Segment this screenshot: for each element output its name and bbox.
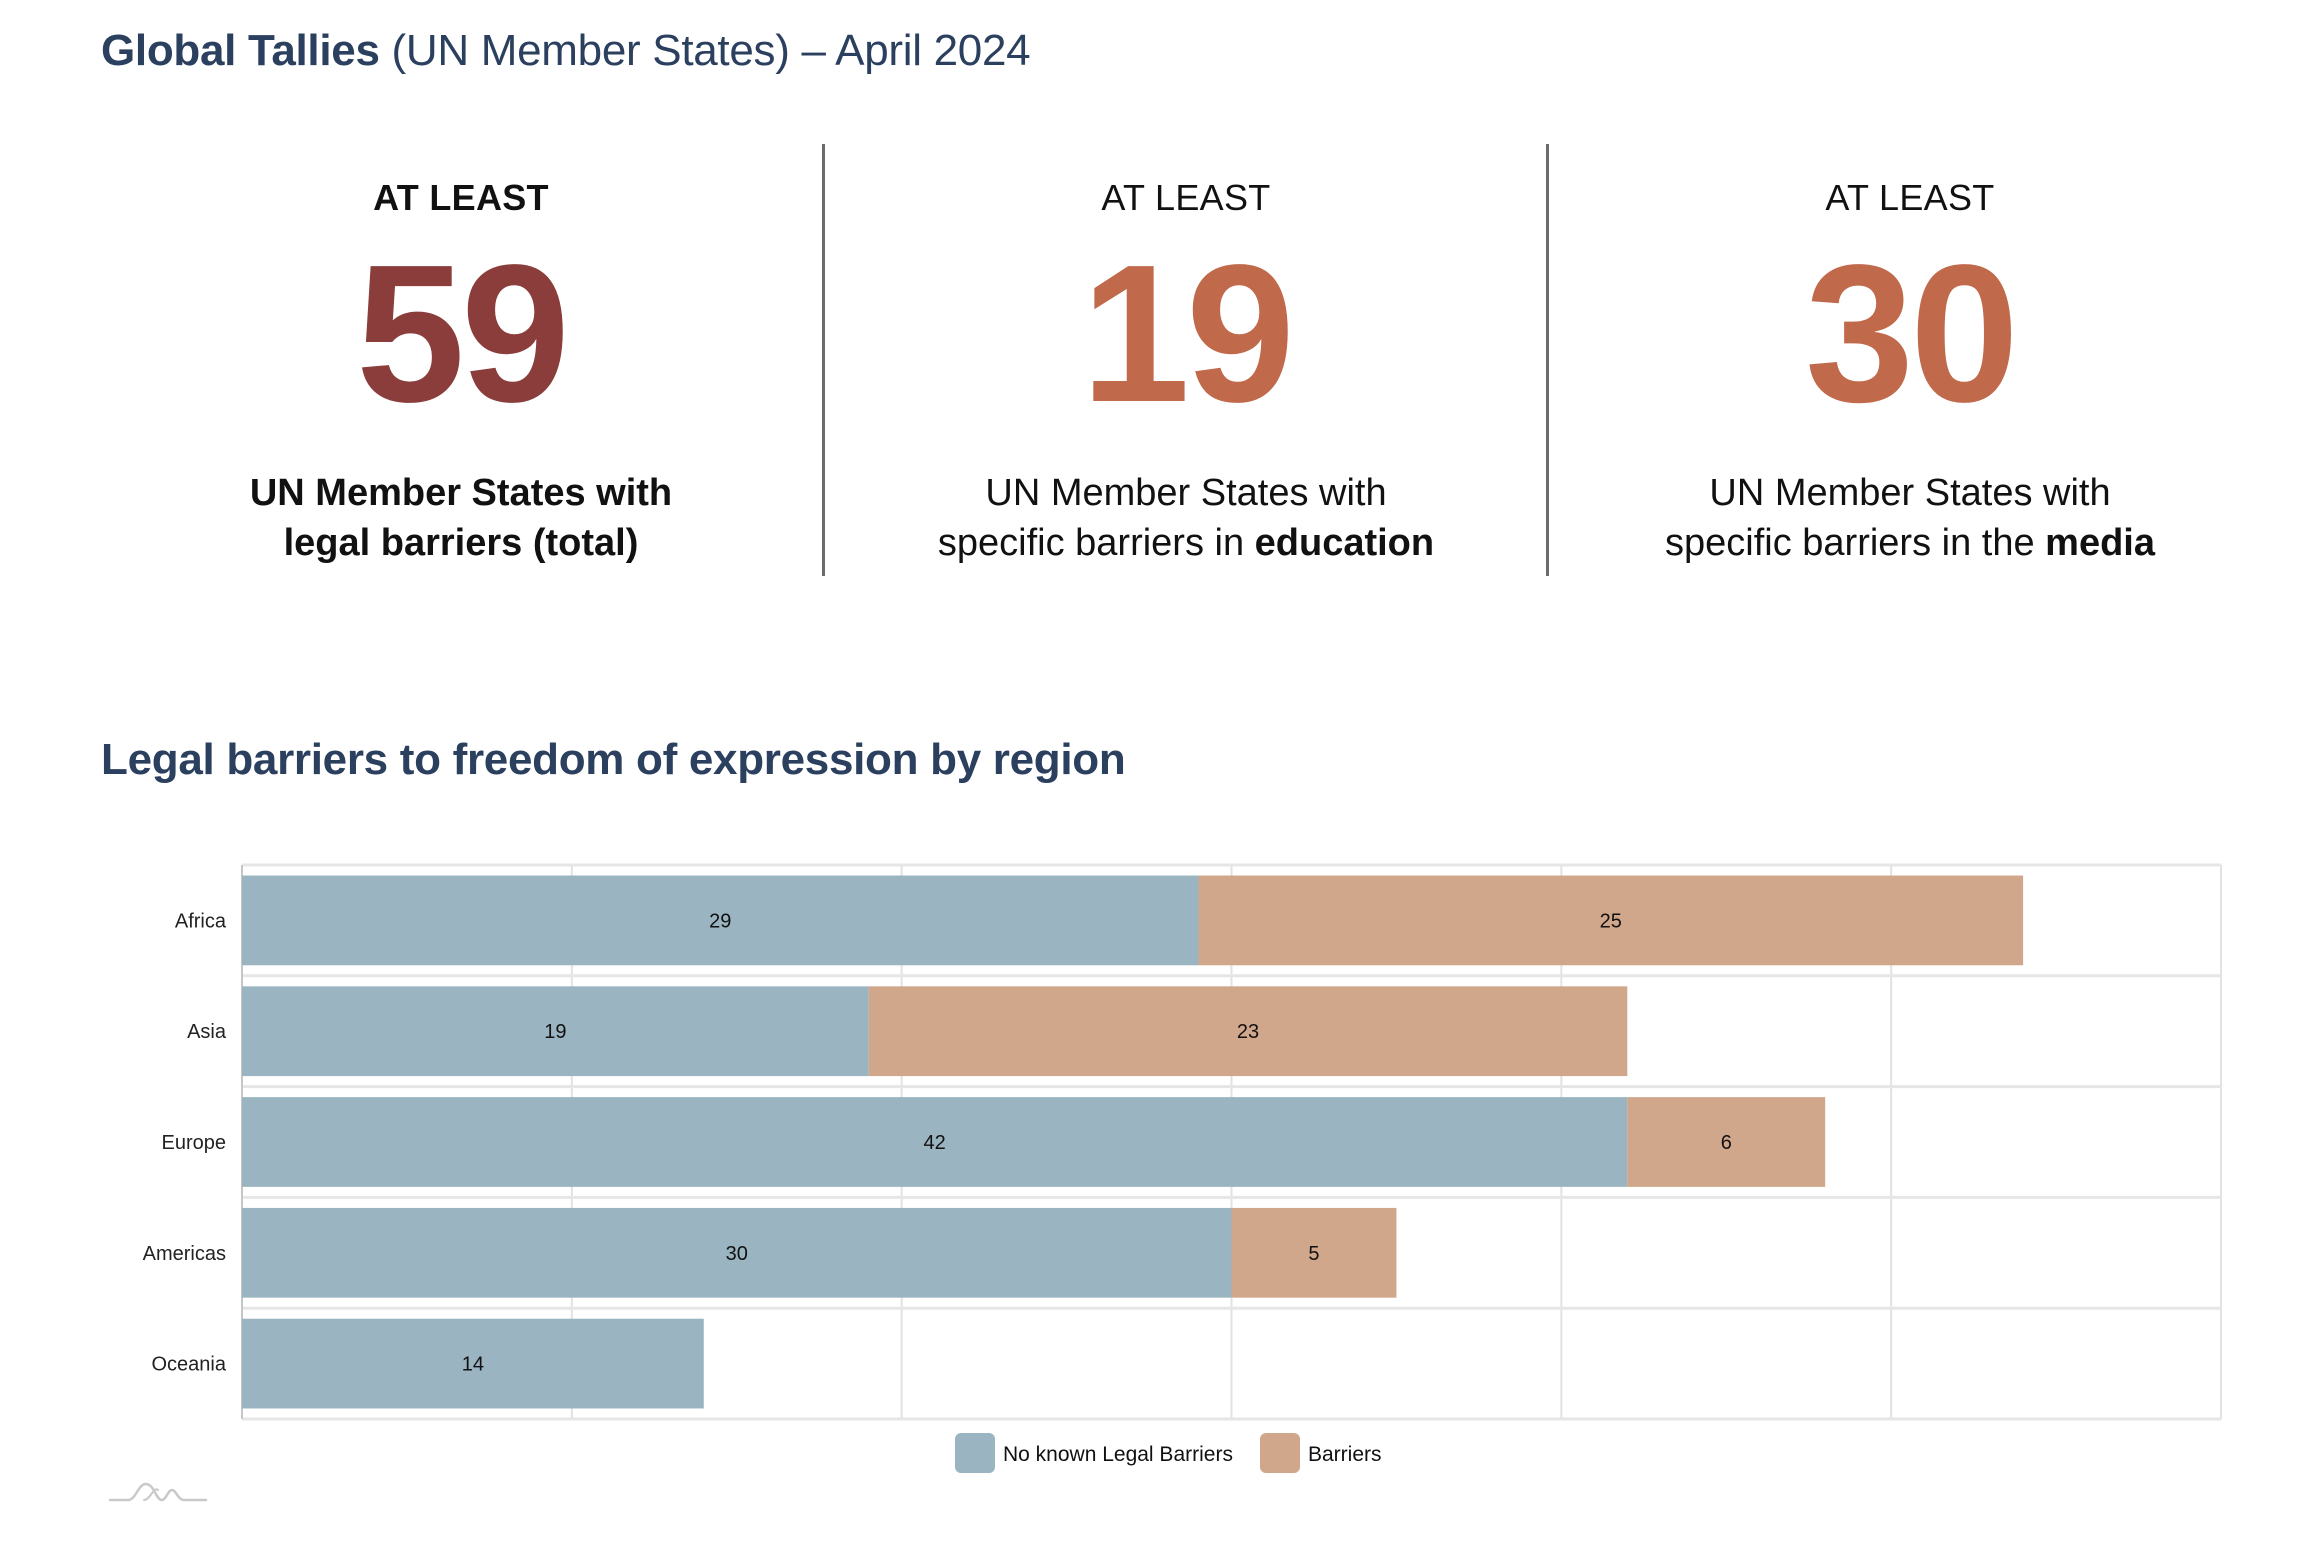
page-title-rest: (UN Member States) – April 2024	[379, 26, 1031, 75]
stat-panel-education: AT LEAST 19 UN Member States with specif…	[836, 160, 1536, 568]
legend-item[interactable]: Barriers	[1260, 1433, 1382, 1473]
stat-desc-line1: UN Member States with	[1709, 472, 2111, 514]
category-label: Africa	[175, 910, 227, 932]
stat-desc-line2-text: legal barriers (total)	[283, 522, 639, 564]
bar-value-label: 42	[924, 1132, 946, 1154]
bar-value-label: 25	[1600, 910, 1622, 932]
bar-value-label: 6	[1721, 1132, 1732, 1154]
legend-swatch	[1260, 1433, 1300, 1473]
bar-americas-barriers	[1231, 1207, 1397, 1298]
legend-item[interactable]: No known Legal Barriers	[955, 1433, 1233, 1473]
chart-gridlines	[241, 863, 2222, 1421]
legend-label: No known Legal Barriers	[1003, 1443, 1233, 1466]
category-label: Europe	[162, 1132, 227, 1154]
stat-divider	[822, 144, 825, 576]
bar-africa-no-barriers	[242, 875, 1199, 966]
stat-description: UN Member States with legal barriers (to…	[111, 468, 811, 568]
stat-desc-line1: UN Member States with	[249, 472, 673, 514]
bar-americas-no-barriers	[242, 1207, 1232, 1298]
stat-panel-total: AT LEAST 59 UN Member States with legal …	[111, 160, 811, 568]
stat-desc-line2-text: specific barriers in	[937, 522, 1255, 564]
bar-value-label: 5	[1308, 1243, 1319, 1265]
stat-description: UN Member States with specific barriers …	[836, 468, 1536, 568]
bar-oceania-no-barriers	[242, 1318, 704, 1409]
legend-label: Barriers	[1308, 1443, 1382, 1466]
stat-desc-line2: specific barriers in the media	[1560, 518, 2260, 568]
stat-eyebrow: AT LEAST	[373, 177, 549, 218]
page-title: Global Tallies (UN Member States) – Apri…	[101, 26, 1031, 76]
stat-desc-line2: specific barriers in education	[836, 518, 1536, 568]
stat-desc-line2: legal barriers (total)	[111, 518, 811, 568]
chart-legend: No known Legal Barriers Barriers	[955, 1433, 1382, 1473]
stat-desc-line2-text: specific barriers in the	[1665, 522, 2046, 564]
stat-desc-line1: UN Member States with	[985, 472, 1387, 514]
page-title-bold: Global Tallies	[101, 26, 380, 75]
chart-title: Legal barriers to freedom of expression …	[101, 735, 1126, 784]
category-label: Americas	[143, 1243, 226, 1265]
bar-asia-no-barriers	[242, 986, 869, 1077]
stat-description: UN Member States with specific barriers …	[1560, 468, 2260, 568]
bar-value-label: 23	[1237, 1021, 1259, 1043]
category-label: Asia	[187, 1021, 227, 1043]
legend-swatch	[955, 1433, 995, 1473]
bar-value-label: 14	[462, 1354, 484, 1376]
bar-asia-barriers	[868, 986, 1628, 1077]
bar-value-label: 29	[709, 910, 731, 932]
chart-bars	[242, 875, 2024, 1409]
stat-value-media: 30	[1804, 224, 2019, 443]
stat-panel-media: AT LEAST 30 UN Member States with specif…	[1560, 160, 2260, 568]
bar-europe-no-barriers	[242, 1097, 1628, 1187]
mountain-wave-logo-icon	[108, 1482, 208, 1502]
bar-africa-barriers	[1198, 875, 2024, 966]
category-label: Oceania	[152, 1354, 227, 1376]
stat-desc-line2-emphasis: education	[1254, 522, 1435, 564]
stat-value-education: 19	[1080, 224, 1295, 443]
stat-desc-line2-emphasis: media	[2045, 522, 2155, 564]
stat-eyebrow: AT LEAST	[1101, 177, 1271, 218]
stat-value-total: 59	[355, 224, 570, 443]
bar-value-label: 19	[544, 1021, 566, 1043]
stat-divider	[1546, 144, 1549, 576]
bar-europe-barriers	[1627, 1097, 1826, 1187]
stat-eyebrow: AT LEAST	[1825, 177, 1995, 218]
bar-value-label: 30	[726, 1243, 748, 1265]
chart-labels: 29 25 Africa 19 23 Asia 42 6 Europe 30 5 Americas 14…	[143, 910, 1732, 1375]
